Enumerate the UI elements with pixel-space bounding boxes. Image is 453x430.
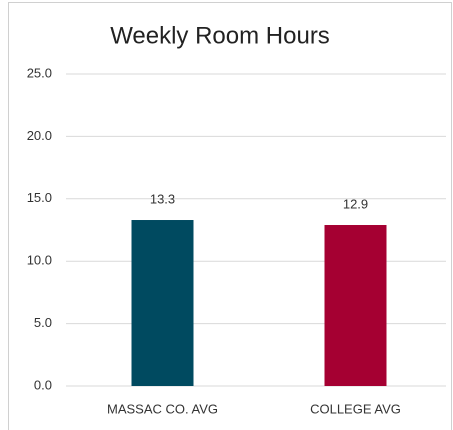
bar xyxy=(131,220,194,386)
y-tick-label: 5.0 xyxy=(34,315,52,330)
x-tick-label: MASSAC CO. AVG xyxy=(107,401,218,416)
x-tick-label: COLLEGE AVG xyxy=(310,401,401,416)
chart-border xyxy=(8,2,452,430)
y-tick-label: 25.0 xyxy=(27,65,52,80)
y-tick-label: 20.0 xyxy=(27,128,52,143)
y-tick-label: 0.0 xyxy=(34,377,52,392)
chart-title: Weekly Room Hours xyxy=(110,22,330,49)
data-label: 12.9 xyxy=(343,196,368,211)
y-tick-label: 15.0 xyxy=(27,190,52,205)
bar xyxy=(324,225,387,386)
data-label: 13.3 xyxy=(150,191,175,206)
y-tick-label: 10.0 xyxy=(27,253,52,268)
